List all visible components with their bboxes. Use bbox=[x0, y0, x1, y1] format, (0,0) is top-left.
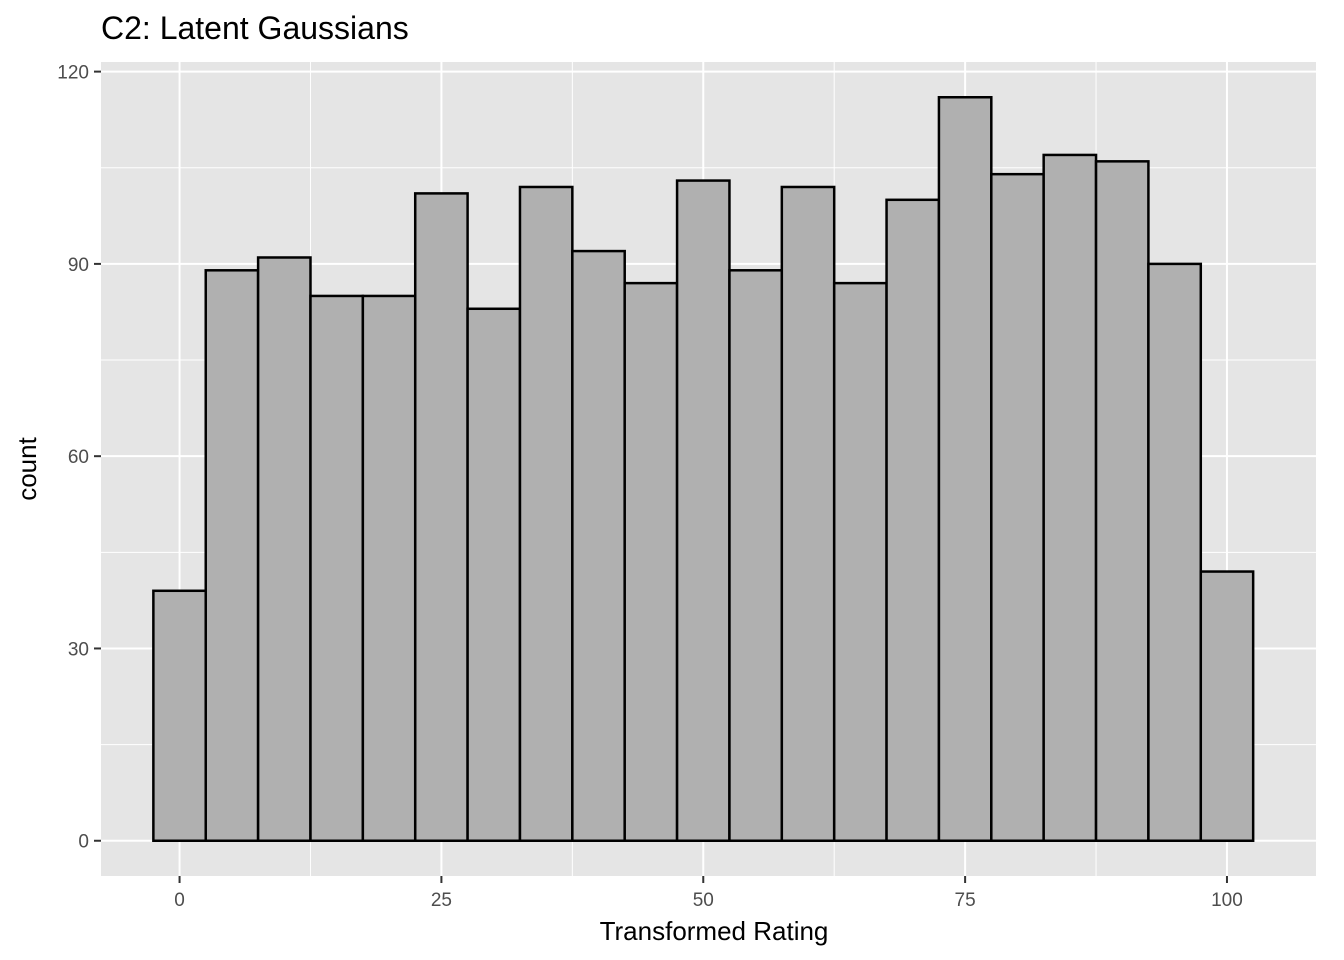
y-tick-label: 90 bbox=[68, 255, 89, 276]
histogram-bar bbox=[832, 281, 888, 842]
histogram-bars bbox=[152, 96, 1255, 842]
histogram-bar bbox=[466, 307, 522, 842]
histogram-bar bbox=[256, 256, 312, 842]
x-tick-label: 100 bbox=[1211, 890, 1243, 911]
histogram-bar bbox=[1199, 570, 1255, 842]
histogram-bar bbox=[518, 185, 574, 842]
x-axis: 0 25 50 75 100 bbox=[174, 876, 1243, 911]
y-tick-label: 120 bbox=[57, 63, 89, 84]
y-tick-label: 0 bbox=[78, 832, 89, 853]
x-tick-label: 75 bbox=[955, 890, 976, 911]
histogram-bar bbox=[571, 249, 626, 842]
histogram-bar bbox=[1042, 153, 1098, 842]
histogram-bar bbox=[990, 172, 1045, 842]
y-axis-title: count bbox=[12, 436, 42, 500]
y-tick-label: 60 bbox=[68, 447, 89, 468]
y-tick-label: 30 bbox=[68, 639, 89, 660]
histogram-bar bbox=[309, 294, 365, 842]
histogram-bar bbox=[885, 198, 941, 842]
x-axis-title: Transformed Rating bbox=[600, 916, 829, 946]
histogram-bar bbox=[1094, 160, 1150, 842]
x-tick-label: 0 bbox=[174, 890, 185, 911]
chart-title: C2: Latent Gaussians bbox=[101, 10, 409, 46]
histogram-bar bbox=[675, 179, 731, 842]
histogram-bar bbox=[780, 185, 836, 842]
x-tick-label: 25 bbox=[431, 890, 452, 911]
histogram-bar bbox=[623, 281, 679, 842]
histogram-bar bbox=[361, 294, 417, 842]
histogram-bar bbox=[152, 589, 207, 842]
histogram-bar bbox=[937, 96, 993, 842]
histogram-bar bbox=[413, 192, 469, 842]
histogram-bar bbox=[204, 269, 260, 842]
histogram-bar bbox=[728, 269, 784, 842]
y-axis: 0 30 60 90 120 bbox=[57, 63, 101, 853]
x-tick-label: 50 bbox=[693, 890, 714, 911]
histogram-bar bbox=[1147, 262, 1203, 842]
